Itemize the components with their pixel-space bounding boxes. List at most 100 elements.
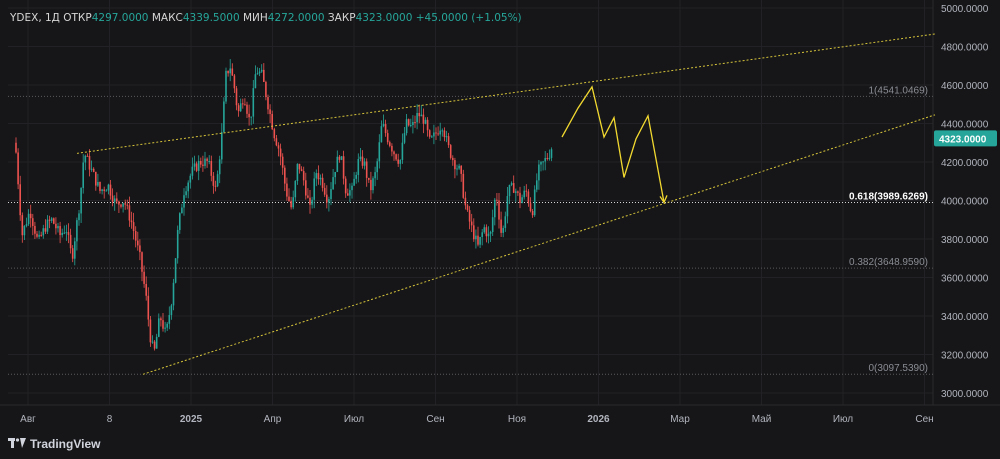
candle-body	[40, 234, 42, 236]
candle-body	[158, 318, 160, 337]
candle-body	[533, 189, 536, 216]
candle-body	[59, 226, 61, 236]
candle-body	[149, 319, 152, 343]
candle-body	[502, 227, 504, 233]
candle-body	[151, 341, 154, 343]
candle-body	[286, 183, 288, 197]
candle-body	[143, 271, 145, 284]
candle-body	[103, 189, 105, 191]
candle-body	[405, 119, 408, 134]
candle-body	[160, 318, 162, 321]
candle-body	[473, 225, 475, 240]
candle-body	[229, 68, 231, 74]
last-price-label: 4323.0000	[939, 134, 987, 145]
candle-body	[42, 228, 45, 236]
tradingview-brand[interactable]: TradingView	[8, 437, 100, 451]
y-tick-label: 3200.0000	[941, 351, 989, 362]
candle-body	[452, 157, 454, 161]
candle-body	[475, 235, 477, 240]
candle-body	[174, 258, 177, 283]
candle-body	[88, 155, 91, 170]
candle-body	[65, 232, 68, 234]
candle-body	[242, 103, 244, 105]
candle-body	[176, 229, 179, 259]
tradingview-logo-icon	[8, 437, 26, 451]
candle-body	[359, 156, 362, 160]
candle-body	[428, 130, 431, 137]
high-label: МАКС	[151, 12, 183, 24]
candle-body	[137, 240, 139, 246]
candle-body	[353, 178, 355, 186]
candle-body	[258, 71, 261, 74]
candle-body	[246, 104, 248, 114]
candle-body	[378, 142, 381, 162]
candle-body	[395, 154, 397, 160]
candle-body	[67, 232, 70, 235]
candle-body	[111, 195, 114, 202]
candle-body	[166, 323, 168, 328]
candle-body	[389, 142, 391, 146]
candle-body	[82, 162, 84, 188]
candle-body	[384, 124, 387, 134]
candle-body	[548, 157, 551, 159]
candle-body	[500, 219, 502, 233]
candle-body	[441, 130, 444, 132]
candle-body	[445, 136, 448, 138]
candle-body	[485, 227, 488, 237]
candle-body	[483, 227, 486, 233]
x-tick-label: Авг	[20, 414, 36, 425]
candle-body	[208, 160, 210, 162]
last-price-tag	[934, 130, 997, 147]
candle-body	[21, 215, 24, 236]
candle-body	[382, 124, 385, 127]
candle-body	[342, 156, 345, 179]
candle-body	[237, 105, 240, 112]
candle-body	[420, 114, 423, 117]
candle-body	[460, 165, 462, 174]
candle-body	[410, 124, 412, 126]
fib-level-label: 0.618(3989.6269)	[849, 191, 928, 202]
candle-body	[284, 167, 286, 184]
candle-body	[195, 163, 198, 171]
candle-body	[317, 173, 320, 180]
candle-body	[256, 73, 259, 75]
candle-body	[542, 161, 544, 163]
candle-body	[422, 114, 425, 124]
candle-body	[90, 168, 93, 170]
candle-body	[248, 113, 250, 118]
candle-body	[239, 103, 242, 112]
x-tick-label: 2025	[180, 414, 203, 425]
candle-body	[288, 196, 290, 201]
x-tick-label: 8	[107, 414, 113, 425]
candle-body	[447, 136, 450, 146]
symbol-label[interactable]: YDEX, 1Д	[10, 12, 60, 24]
candle-body	[139, 245, 141, 253]
candle-body	[443, 130, 446, 138]
candle-body	[130, 220, 133, 223]
fib-level-label: 0(3097.5390)	[869, 363, 929, 374]
candle-body	[515, 191, 517, 193]
x-tick-label: Сен	[426, 414, 444, 425]
candle-body	[294, 181, 297, 198]
candle-body	[525, 190, 528, 192]
candle-body	[170, 305, 173, 316]
candle-body	[403, 133, 406, 143]
candle-body	[517, 191, 519, 193]
candle-body	[109, 184, 112, 196]
candle-body	[407, 119, 410, 126]
candle-body	[48, 219, 51, 221]
candle-body	[454, 160, 456, 170]
candle-body	[449, 145, 452, 158]
candle-body	[281, 156, 284, 168]
candle-body	[164, 327, 166, 329]
candle-body	[233, 75, 236, 89]
candle-body	[263, 69, 265, 82]
candle-body	[27, 213, 30, 225]
candle-body	[223, 101, 225, 133]
open-label: ОТКР	[63, 12, 92, 24]
candle-body	[50, 218, 53, 221]
candle-body	[38, 234, 40, 237]
candle-body	[527, 191, 530, 204]
